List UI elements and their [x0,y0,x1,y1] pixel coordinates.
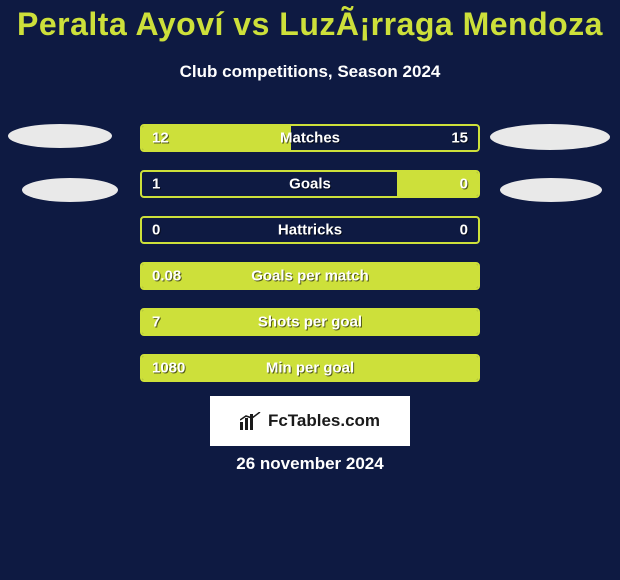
avatar-placeholder [8,124,112,148]
bar-value-left: 7 [152,314,160,331]
stat-bar: 1080 Min per goal [140,354,480,382]
stat-bar: 7 Shots per goal [140,308,480,336]
avatar-placeholder [22,178,118,202]
bar-value-left: 0.08 [152,268,181,285]
bar-label: Hattricks [278,222,342,239]
chart-icon [240,412,262,430]
bar-value-right: 15 [451,130,468,147]
bar-value-right: 0 [460,222,468,239]
logo-text: FcTables.com [268,411,380,431]
bar-value-left: 12 [152,130,169,147]
bar-label: Goals per match [251,268,369,285]
stat-bar: 12 Matches 15 [140,124,480,152]
avatar-placeholder [490,124,610,150]
bar-value-right: 0 [460,176,468,193]
avatar-placeholder [500,178,602,202]
bar-label: Shots per goal [258,314,362,331]
subtitle: Club competitions, Season 2024 [0,62,620,82]
bar-value-left: 1080 [152,360,185,377]
bar-value-left: 0 [152,222,160,239]
stat-bar: 0 Hattricks 0 [140,216,480,244]
bar-fill-left [142,172,397,196]
date-label: 26 november 2024 [0,454,620,474]
bar-label: Goals [289,176,331,193]
logo: FcTables.com [210,396,410,446]
background [0,0,620,580]
bar-label: Matches [280,130,340,147]
stat-bar: 0.08 Goals per match [140,262,480,290]
bar-value-left: 1 [152,176,160,193]
stat-bar: 1 Goals 0 [140,170,480,198]
page-title: Peralta Ayoví vs LuzÃ¡rraga Mendoza [0,6,620,43]
bar-label: Min per goal [266,360,354,377]
